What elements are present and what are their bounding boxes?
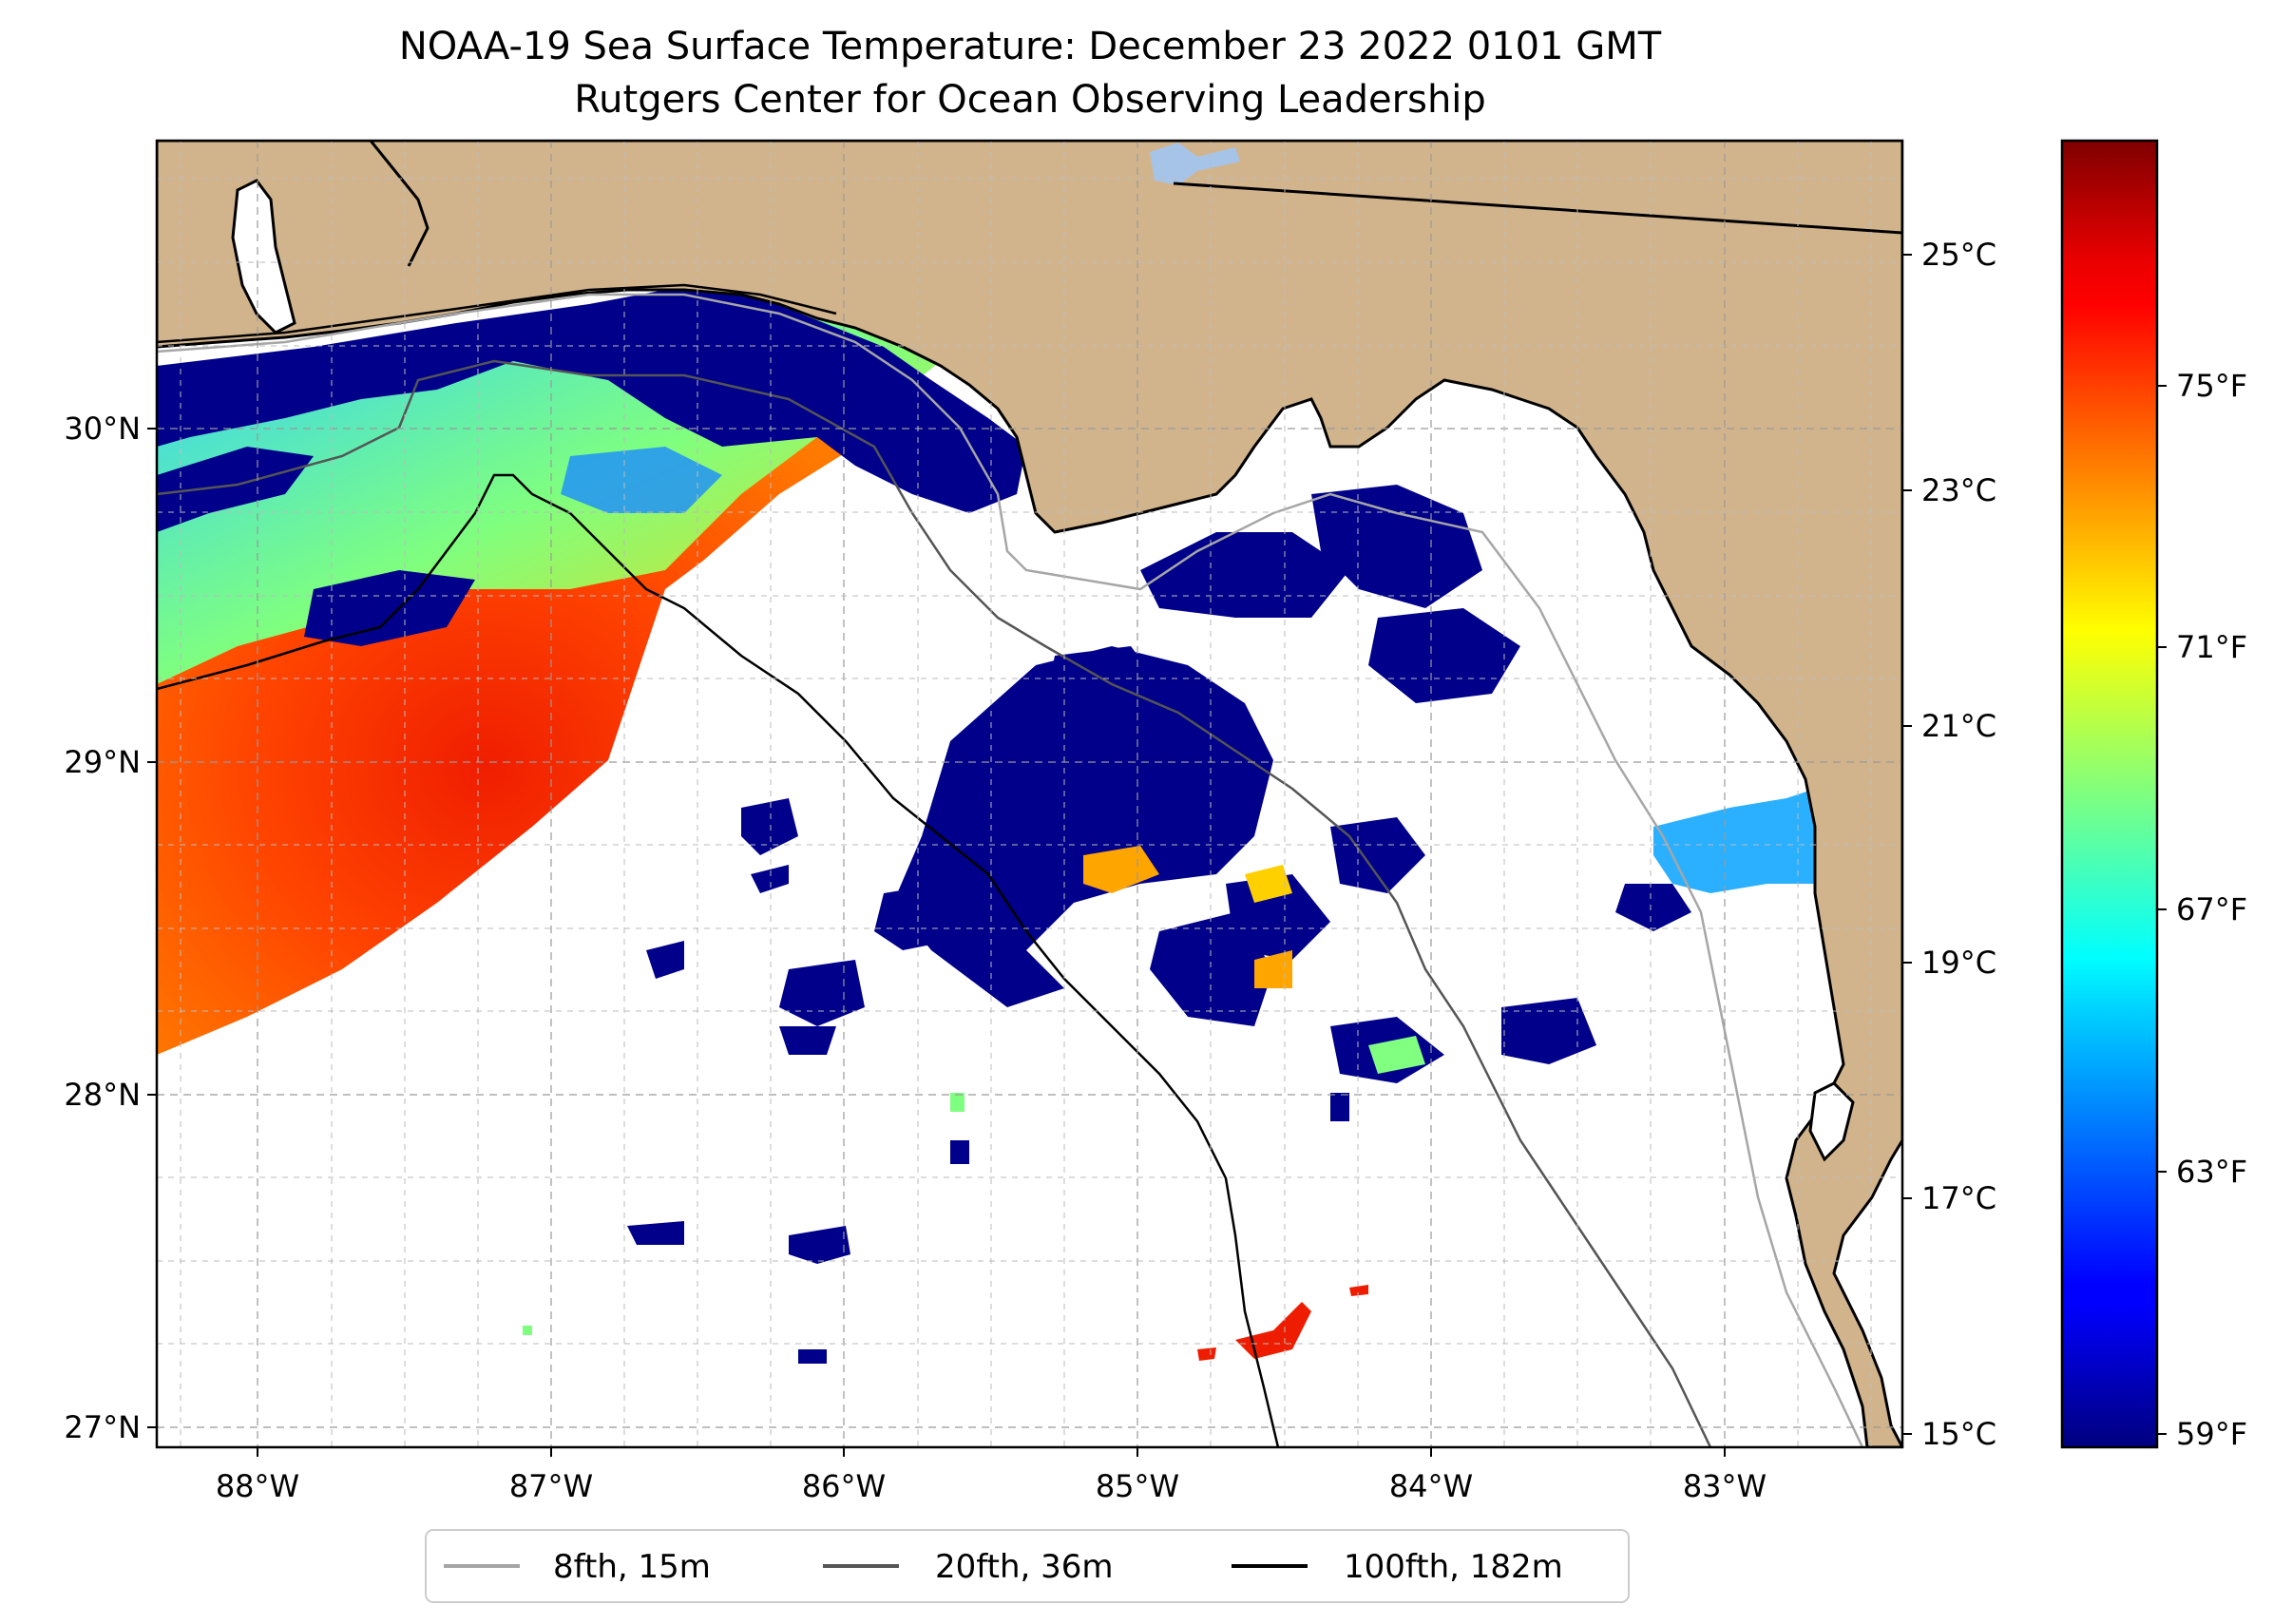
lat-tick-29n: 29°N [64,744,141,780]
state-boundary [1173,182,1902,235]
lon-tick-88w: 88°W [216,1468,299,1504]
sst-warm-water [157,333,941,1055]
sst-cool-streak [561,447,722,513]
lon-tick-87w: 87°W [509,1468,593,1504]
fahrenheit-tick-59: 59°F [2176,1416,2247,1452]
celsius-tick-19: 19°C [1921,945,1996,981]
legend-label-8fth: 8fth, 15m [553,1548,711,1586]
map-title-line2: Rutgers Center for Ocean Observing Leade… [574,78,1486,122]
lon-tick-84w: 84°W [1389,1468,1473,1504]
sst-cold-band-mid [304,570,475,646]
fahrenheit-tick-67: 67°F [2176,891,2247,927]
barrier-islands [157,283,837,344]
legend-box [425,1529,1630,1603]
map-frame [155,139,1904,1449]
celsius-tick-17: 17°C [1921,1180,1996,1216]
isobath-legend: 8fth, 15m 20fth, 36m 100fth, 182m [425,1529,1630,1603]
map-title-line1: NOAA-19 Sea Surface Temperature: Decembe… [399,25,1662,68]
fahrenheit-tick-63: 63°F [2176,1154,2247,1190]
state-boundary-west [369,141,430,267]
lat-tick-28n: 28°N [64,1077,141,1113]
fahrenheit-tick-labels: 75°F 71°F 67°F 63°F 59°F [2157,368,2247,1452]
lat-tick-27n: 27°N [64,1409,141,1445]
map-panel [157,141,1902,1447]
lon-tick-labels: 88°W 87°W 86°W 85°W 84°W 83°W [216,1447,1767,1504]
mobile-bay [231,179,296,334]
fahrenheit-tick-71: 71°F [2176,629,2247,665]
sst-cold-band-west [157,447,314,532]
inland-lake [1150,143,1240,185]
isobath-100fth [157,473,1280,1447]
celsius-tick-15: 15°C [1921,1416,1996,1452]
legend-label-20fth: 20fth, 36m [935,1548,1114,1586]
lon-tick-85w: 85°W [1096,1468,1179,1504]
lat-tick-30n: 30°N [64,411,141,447]
map-gridlines [157,141,1902,1447]
fahrenheit-tick-75: 75°F [2176,368,2247,404]
lon-tick-86w: 86°W [802,1468,886,1504]
lat-tick-labels: 30°N 29°N 28°N 27°N [64,411,157,1445]
celsius-tick-21: 21°C [1921,708,1996,744]
sst-cold-coastal-water [157,285,1026,513]
colorbar [2060,139,2159,1449]
lon-tick-83w: 83°W [1683,1468,1767,1504]
legend-label-100fth: 100fth, 182m [1344,1548,1563,1586]
celsius-tick-23: 23°C [1921,472,1996,508]
map-minor-gridlines [157,141,1902,1447]
isobath-8fth [157,293,1864,1447]
celsius-tick-25: 25°C [1921,237,1996,273]
sst-cyan-patch [1653,789,1824,893]
isobath-20fth [157,359,1712,1447]
celsius-tick-labels: 25°C 23°C 21°C 19°C 17°C 15°C [1902,237,1996,1452]
tampa-bay [1808,1081,1855,1162]
